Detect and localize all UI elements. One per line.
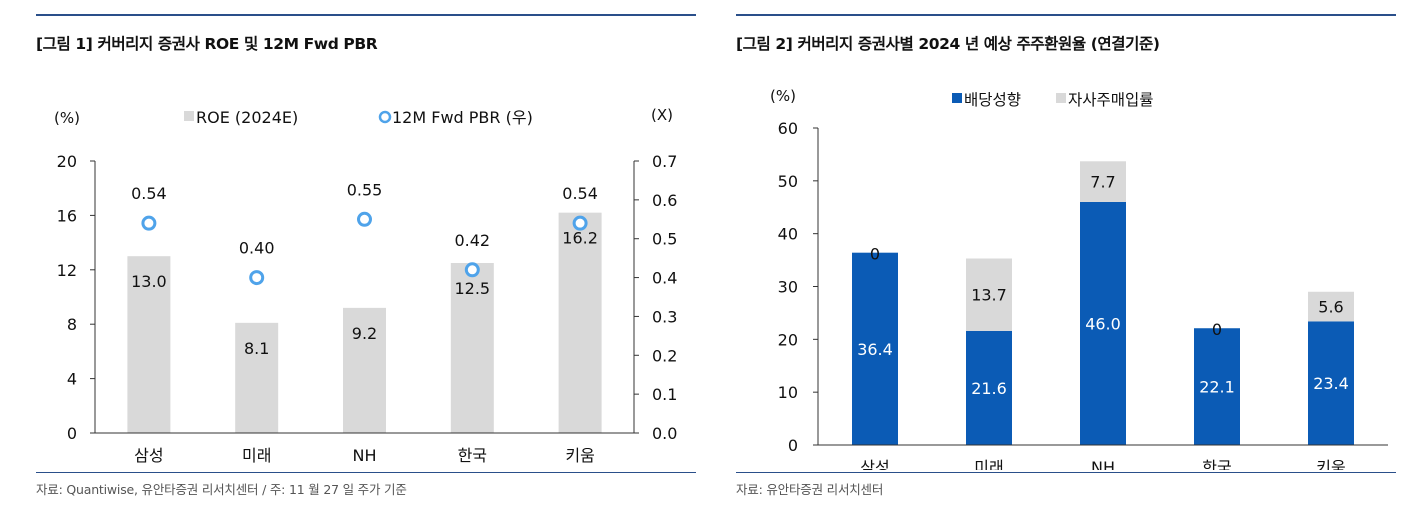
- figure-1-source: 자료: Quantiwise, 유안타증권 리서치센터 / 주: 11 월 27…: [36, 482, 407, 497]
- left-axis-unit: (%): [54, 109, 80, 127]
- right-tick-label: 0.0: [652, 424, 677, 443]
- dividend-value-label: 21.6: [971, 379, 1007, 398]
- category-label: 미래: [242, 446, 271, 465]
- buyback-bar: [1308, 291, 1354, 322]
- right-tick-label: 0.3: [652, 307, 677, 326]
- roe-value-label: 12.5: [454, 279, 490, 298]
- roe-bar: [235, 322, 279, 433]
- pbr-marker: [357, 211, 372, 227]
- dividend-value-label: 23.4: [1313, 374, 1349, 393]
- roe-value-label: 9.2: [352, 324, 377, 343]
- y-tick-label: 40: [778, 225, 798, 244]
- left-tick-label: 16: [57, 206, 77, 225]
- dividend-bar: [852, 252, 898, 445]
- dividend-bar: [1080, 201, 1126, 445]
- legend-pbr-marker: [378, 110, 392, 124]
- legend-roe-swatch: [184, 111, 194, 121]
- pbr-marker: [464, 262, 480, 278]
- category-label: 키움: [565, 446, 594, 465]
- y-tick-label: 10: [778, 383, 798, 402]
- right-tick-label: 0.5: [652, 230, 677, 249]
- category-label: 한국: [458, 446, 487, 465]
- roe-bar: [450, 263, 494, 433]
- right-tick-label: 0.2: [652, 346, 677, 365]
- right-tick-label: 0.7: [652, 152, 677, 171]
- left-tick-label: 4: [67, 370, 77, 389]
- dividend-bar: [966, 330, 1012, 445]
- y-tick-label: 50: [778, 172, 798, 191]
- legend-roe-label: ROE (2024E): [196, 108, 298, 127]
- legend-dividend-swatch: [952, 93, 962, 103]
- legend-buyback-label: 자사주매입률: [1068, 91, 1154, 109]
- y-tick-label: 20: [778, 330, 798, 349]
- category-label: 미래: [974, 458, 1003, 470]
- figure-2-bottom-rule: [736, 472, 1396, 473]
- buyback-value-label: 13.7: [971, 286, 1007, 305]
- buyback-value-label: 0: [1212, 320, 1222, 339]
- figure-1-top-rule: [36, 14, 696, 16]
- figure-2-panel: [그림 2] 커버리지 증권사별 2024 년 예상 주주환원율 (연결기준) …: [736, 0, 1396, 507]
- figure-2-source: 자료: 유안타증권 리서치센터: [736, 482, 884, 497]
- figure-1-bottom-rule: [36, 472, 696, 473]
- buyback-value-label: 7.7: [1090, 173, 1115, 192]
- pbr-marker: [572, 215, 588, 231]
- dividend-bar: [1194, 328, 1240, 445]
- right-tick-label: 0.4: [652, 269, 677, 288]
- left-tick-label: 20: [57, 152, 77, 171]
- buyback-value-label: 0: [870, 245, 880, 264]
- dividend-value-label: 36.4: [857, 340, 893, 359]
- category-label: 한국: [1202, 458, 1231, 470]
- pbr-value-label: 0.40: [239, 239, 275, 258]
- dividend-bar: [1308, 321, 1354, 445]
- legend-buyback-swatch: [1056, 93, 1066, 103]
- roe-value-label: 13.0: [131, 272, 167, 291]
- pbr-value-label: 0.54: [131, 184, 167, 203]
- category-label: NH: [1091, 458, 1115, 470]
- y-tick-label: 0: [788, 436, 798, 455]
- y-axis-unit: (%): [770, 87, 796, 105]
- left-tick-label: 0: [67, 424, 77, 443]
- roe-bar: [127, 256, 171, 433]
- left-tick-label: 12: [57, 261, 77, 280]
- legend-pbr-label: 12M Fwd PBR (우): [392, 108, 533, 127]
- figure-1-chart: ROE (2024E) 12M Fwd PBR (우) (%) (X) 0 4 8 12 16 2…: [54, 106, 677, 465]
- dividend-value-label: 46.0: [1085, 314, 1121, 333]
- figure-1-panel: [그림 1] 커버리지 증권사 ROE 및 12M Fwd PBR ROE (2…: [36, 0, 696, 507]
- pbr-marker: [249, 270, 265, 286]
- pbr-value-label: 0.55: [347, 180, 383, 199]
- category-label: 삼성: [860, 458, 889, 470]
- figure-2-chart: 배당성향 자사주매입률 (%) 0 10 20 30 40 50 60 36.4 0 21.6 13.7 4…: [770, 87, 1388, 470]
- right-tick-label: 0.1: [652, 385, 677, 404]
- pbr-marker: [141, 215, 157, 231]
- y-tick-label: 60: [778, 119, 798, 138]
- right-axis-unit: (X): [651, 106, 673, 124]
- roe-bar: [343, 307, 386, 433]
- category-label: NH: [353, 446, 377, 465]
- dividend-value-label: 22.1: [1199, 378, 1235, 397]
- figure-2-top-rule: [736, 14, 1396, 16]
- legend-dividend-label: 배당성향: [964, 91, 1021, 109]
- category-label: 삼성: [134, 446, 163, 465]
- buyback-bar: [966, 258, 1012, 331]
- pbr-value-label: 0.42: [454, 231, 490, 250]
- pbr-value-label: 0.54: [562, 184, 598, 203]
- roe-value-label: 8.1: [244, 339, 269, 358]
- category-label: 키움: [1316, 458, 1345, 470]
- left-tick-label: 8: [67, 315, 77, 334]
- figure-2-title: [그림 2] 커버리지 증권사별 2024 년 예상 주주환원율 (연결기준): [736, 35, 1160, 53]
- y-tick-label: 30: [778, 278, 798, 297]
- figure-1-title: [그림 1] 커버리지 증권사 ROE 및 12M Fwd PBR: [36, 35, 378, 53]
- buyback-value-label: 5.6: [1318, 298, 1343, 317]
- buyback-bar: [1080, 161, 1126, 202]
- right-tick-label: 0.6: [652, 191, 677, 210]
- roe-value-label: 16.2: [562, 229, 598, 248]
- roe-bar: [558, 212, 602, 433]
